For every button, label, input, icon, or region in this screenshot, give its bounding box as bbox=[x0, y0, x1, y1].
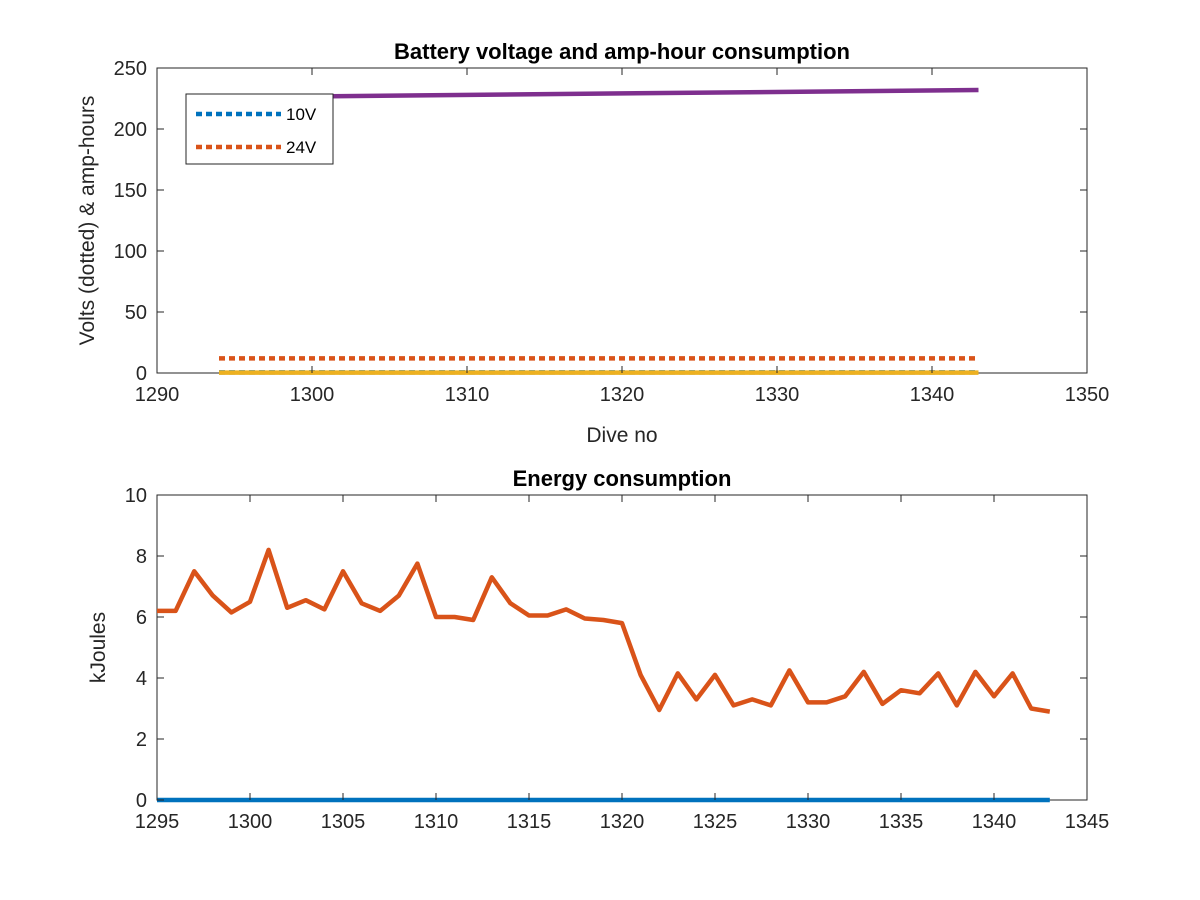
x-tick-label: 1335 bbox=[879, 811, 924, 833]
x-tick-label: 1325 bbox=[693, 811, 738, 833]
x-tick-label: 1310 bbox=[445, 384, 490, 406]
x-tick-label: 1340 bbox=[910, 384, 955, 406]
x-tick-label: 1330 bbox=[786, 811, 831, 833]
legend-label: 10V bbox=[286, 105, 317, 124]
x-tick-label: 1330 bbox=[755, 384, 800, 406]
x-tick-label: 1295 bbox=[135, 811, 180, 833]
y-tick-label: 2 bbox=[136, 729, 147, 751]
x-tick-label: 1300 bbox=[228, 811, 273, 833]
y-tick-label: 0 bbox=[136, 363, 147, 385]
y-tick-label: 0 bbox=[136, 790, 147, 812]
x-tick-label: 1290 bbox=[135, 384, 180, 406]
x-axis-label: Dive no bbox=[586, 424, 657, 447]
y-tick-label: 50 bbox=[125, 302, 147, 324]
x-tick-label: 1350 bbox=[1065, 384, 1110, 406]
voltage-amp-hour-chart: 1290 1300 1310 1320 1330 1340 1350 0 50 100 150 200… bbox=[76, 39, 1110, 447]
y-axis-label: kJoules bbox=[87, 612, 110, 683]
y-tick-label: 4 bbox=[136, 668, 147, 690]
x-tick-label: 1315 bbox=[507, 811, 552, 833]
legend-box bbox=[185, 93, 334, 165]
y-tick-label: 200 bbox=[114, 119, 147, 141]
plot-area bbox=[156, 494, 1088, 801]
y-tick-label: 100 bbox=[114, 241, 147, 263]
x-tick-label: 1345 bbox=[1065, 811, 1110, 833]
y-tick-label: 250 bbox=[114, 58, 147, 80]
chart-title: Energy consumption bbox=[513, 466, 732, 491]
x-tick-label: 1320 bbox=[600, 811, 645, 833]
y-tick-label: 8 bbox=[136, 546, 147, 568]
x-tick-label: 1320 bbox=[600, 384, 645, 406]
chart-title: Battery voltage and amp-hour consumption bbox=[394, 39, 850, 64]
chart2-series-1-line bbox=[157, 547, 1051, 714]
x-tick-label: 1340 bbox=[972, 811, 1017, 833]
y-axis-label: Volts (dotted) & amp-hours bbox=[76, 96, 99, 346]
chart1-series-3-line bbox=[218, 87, 979, 100]
x-tick-label: 1300 bbox=[290, 384, 335, 406]
legend-label: 24V bbox=[286, 138, 317, 157]
y-tick-label: 6 bbox=[136, 607, 147, 629]
energy-consumption-chart: 1295 1300 1305 1310 1315 1320 1325 1330 1335 1340… bbox=[87, 466, 1110, 833]
y-tick-label: 150 bbox=[114, 180, 147, 202]
x-tick-label: 1305 bbox=[321, 811, 366, 833]
x-tick-label: 1310 bbox=[414, 811, 459, 833]
y-tick-label: 10 bbox=[125, 485, 147, 507]
